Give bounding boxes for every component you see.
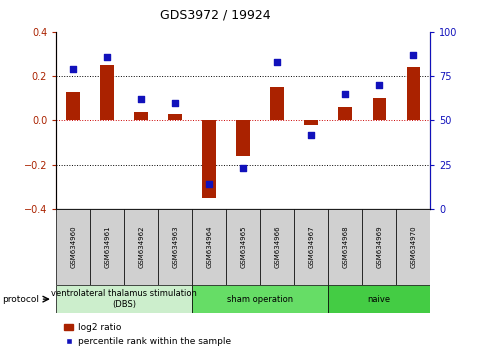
Text: GSM634961: GSM634961 bbox=[104, 225, 110, 268]
Bar bbox=[158, 209, 192, 285]
Text: GSM634968: GSM634968 bbox=[342, 225, 347, 268]
Point bbox=[307, 132, 315, 137]
Bar bbox=[124, 209, 158, 285]
Bar bbox=[90, 209, 124, 285]
Point bbox=[375, 82, 383, 88]
Text: GSM634969: GSM634969 bbox=[376, 225, 382, 268]
Text: GSM634967: GSM634967 bbox=[307, 225, 314, 268]
Text: ventrolateral thalamus stimulation
(DBS): ventrolateral thalamus stimulation (DBS) bbox=[51, 290, 197, 309]
Point bbox=[239, 165, 246, 171]
Bar bbox=[100, 65, 114, 120]
Bar bbox=[134, 112, 148, 120]
Bar bbox=[168, 114, 182, 120]
Bar bbox=[338, 107, 351, 120]
Bar bbox=[372, 98, 386, 120]
Bar bbox=[270, 87, 284, 120]
Text: GSM634962: GSM634962 bbox=[138, 225, 144, 268]
Point bbox=[137, 96, 145, 102]
Text: sham operation: sham operation bbox=[227, 295, 293, 304]
Point bbox=[205, 181, 213, 187]
Bar bbox=[192, 209, 226, 285]
Text: GSM634963: GSM634963 bbox=[172, 225, 178, 268]
Bar bbox=[226, 209, 260, 285]
Bar bbox=[56, 285, 192, 313]
Bar bbox=[66, 92, 80, 120]
Text: GSM634960: GSM634960 bbox=[70, 225, 76, 268]
Text: protocol: protocol bbox=[2, 295, 40, 304]
Bar bbox=[327, 285, 429, 313]
Bar bbox=[236, 120, 249, 156]
Text: GSM634966: GSM634966 bbox=[274, 225, 280, 268]
Bar bbox=[395, 209, 429, 285]
Legend: log2 ratio, percentile rank within the sample: log2 ratio, percentile rank within the s… bbox=[61, 320, 234, 349]
Bar bbox=[56, 209, 90, 285]
Bar bbox=[202, 120, 216, 198]
Bar bbox=[304, 120, 317, 125]
Point bbox=[408, 52, 416, 58]
Text: GSM634964: GSM634964 bbox=[206, 225, 212, 268]
Bar bbox=[294, 209, 327, 285]
Bar bbox=[260, 209, 294, 285]
Bar bbox=[406, 67, 419, 120]
Point bbox=[273, 59, 281, 65]
Text: GDS3972 / 19924: GDS3972 / 19924 bbox=[160, 9, 270, 22]
Bar bbox=[327, 209, 362, 285]
Point bbox=[341, 91, 348, 97]
Text: GSM634965: GSM634965 bbox=[240, 225, 246, 268]
Bar bbox=[192, 285, 327, 313]
Text: GSM634970: GSM634970 bbox=[409, 225, 415, 268]
Point bbox=[103, 54, 111, 59]
Text: naive: naive bbox=[367, 295, 390, 304]
Bar bbox=[362, 209, 395, 285]
Point bbox=[69, 66, 77, 72]
Point bbox=[171, 100, 179, 105]
